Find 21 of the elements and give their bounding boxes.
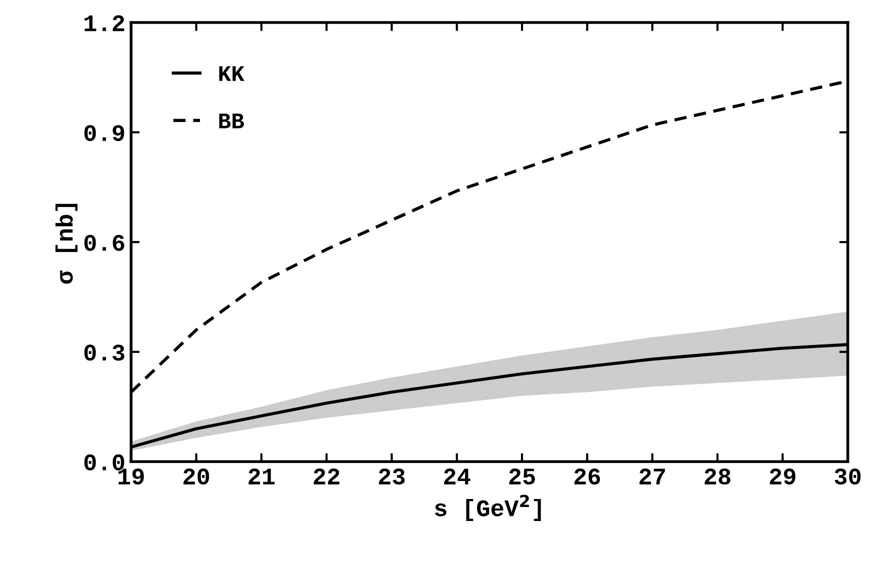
x-tick-label: 19 <box>118 468 144 485</box>
y-tick-label: 1.2 <box>84 15 124 32</box>
x-tick-label: 21 <box>248 468 275 484</box>
y-tick-label: 0.6 <box>84 234 124 251</box>
y-axis-title: σ [nb] <box>55 204 78 284</box>
legend-label: BB <box>219 114 244 128</box>
x-tick-label: 24 <box>444 468 470 484</box>
x-tick-label: 22 <box>314 468 340 484</box>
y-tick-label: 0.3 <box>84 344 124 361</box>
y-tick-label: 0.9 <box>84 125 124 142</box>
y-tick-label: 0.0 <box>84 454 124 470</box>
x-tick-label: 28 <box>704 468 730 485</box>
x-tick-label: 25 <box>509 468 535 485</box>
x-tick-label: 29 <box>770 468 796 485</box>
x-tick-label: 27 <box>640 468 665 484</box>
x-tick-label: 30 <box>834 468 861 485</box>
x-tick-label: 26 <box>574 468 600 485</box>
x-axis-title: s [GeV$^{2}$] <box>434 494 541 521</box>
x-tick-label: 20 <box>184 468 210 485</box>
legend-label: KK <box>219 66 244 81</box>
x-tick-label: 23 <box>378 468 405 485</box>
